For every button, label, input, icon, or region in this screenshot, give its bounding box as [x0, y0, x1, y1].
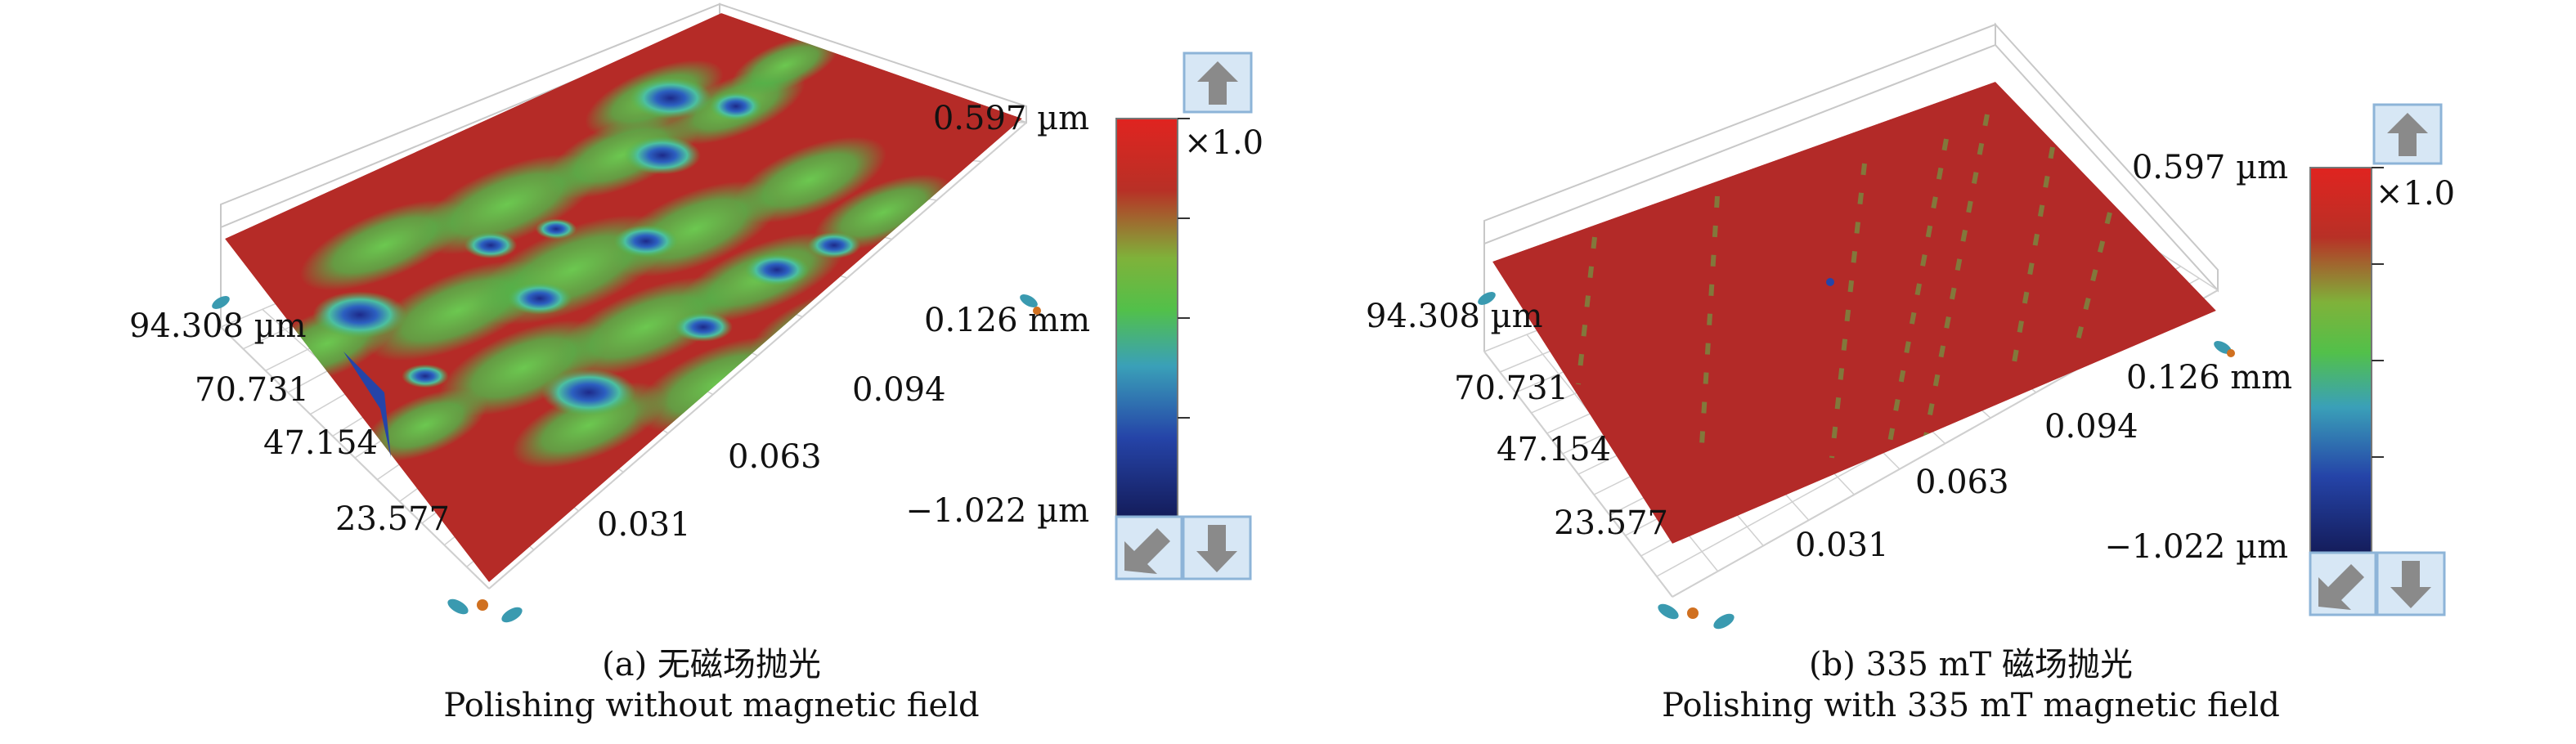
panel-a: 94.308 µm 70.731 47.154 23.577 0.031 0.0… — [129, 2, 1263, 625]
surface-map — [1492, 82, 2216, 544]
y-tick-label: 70.731 — [1454, 370, 1568, 407]
caption-subtitle: Polishing without magnetic field — [443, 687, 980, 724]
caption-subtitle: Polishing with 335 mT magnetic field — [1662, 687, 2280, 724]
y-tick-label: 94.308 µm — [129, 307, 307, 345]
scale-reset-button[interactable] — [1115, 515, 1183, 580]
x-tick-label: 0.063 — [728, 438, 822, 476]
y-tick-label: 23.577 — [335, 500, 450, 538]
arrow-diagonal-icon — [1124, 528, 1170, 574]
caption-title: (b) 335 mT 磁场抛光 — [1809, 646, 2133, 683]
color-scale: 0.597 µm −1.022 µm ×1.0 — [905, 100, 1263, 530]
surface-edge — [343, 352, 391, 458]
y-tick-label: 94.308 µm — [1366, 298, 1543, 335]
orientation-gizmo-icon[interactable] — [1018, 292, 1041, 315]
x-tick-label: 0.094 — [852, 371, 946, 409]
surface-map — [225, 13, 1022, 582]
y-tick-label: 47.154 — [263, 424, 378, 462]
arrow-up-icon — [2387, 113, 2428, 156]
panel-b: 94.308 µm 70.731 47.154 23.577 0.031 0.0… — [1366, 22, 2455, 632]
scale-max-label: 0.597 µm — [933, 100, 1089, 137]
y-tick-label: 70.731 — [195, 371, 309, 409]
x-tick-label: 0.126 mm — [924, 302, 1090, 339]
x-tick-label: 0.126 mm — [2126, 359, 2292, 397]
orientation-gizmo-icon[interactable] — [2212, 338, 2235, 357]
scale-up-button[interactable] — [1183, 52, 1253, 114]
x-tick-label: 0.063 — [1915, 464, 2009, 501]
scale-down-button[interactable] — [2376, 551, 2446, 616]
x-axis: 0.031 0.063 0.094 0.126 mm — [1795, 359, 2292, 564]
y-tick-label: 23.577 — [1554, 504, 1668, 542]
caption-b: (b) 335 mT 磁场抛光 Polishing with 335 mT ma… — [1603, 644, 2339, 726]
x-axis: 0.031 0.063 0.094 0.126 mm — [597, 302, 1090, 544]
scale-min-label: −1.022 µm — [905, 492, 1089, 530]
magnification-label: ×1.0 — [1184, 124, 1263, 162]
x-tick-label: 0.031 — [1795, 527, 1889, 564]
caption-title: (a) 无磁场抛光 — [602, 646, 821, 683]
arrow-down-icon — [1196, 525, 1237, 572]
x-tick-label: 0.031 — [597, 506, 691, 544]
y-axis: 94.308 µm 70.731 47.154 23.577 — [129, 307, 450, 538]
scale-down-button[interactable] — [1182, 515, 1252, 580]
arrow-down-icon — [2390, 561, 2431, 608]
scale-up-button[interactable] — [2372, 103, 2443, 165]
scale-min-label: −1.022 µm — [2104, 528, 2288, 566]
orientation-gizmo-icon[interactable] — [1655, 601, 1736, 632]
scale-max-label: 0.597 µm — [2132, 149, 2288, 186]
orientation-gizmo-icon[interactable] — [1476, 289, 1498, 307]
arrow-up-icon — [1197, 61, 1238, 105]
magnification-label: ×1.0 — [2376, 175, 2455, 213]
caption-a: (a) 无磁场抛光 Polishing without magnetic fie… — [343, 644, 1079, 726]
color-scale: 0.597 µm −1.022 µm ×1.0 — [2104, 149, 2455, 566]
orientation-gizmo-icon[interactable] — [445, 596, 524, 625]
orientation-gizmo-icon[interactable] — [210, 294, 232, 311]
y-tick-label: 47.154 — [1497, 431, 1611, 468]
arrow-diagonal-icon — [2318, 564, 2364, 610]
x-tick-label: 0.094 — [2044, 408, 2138, 446]
y-axis: 94.308 µm 70.731 47.154 23.577 — [1366, 298, 1668, 542]
scale-reset-button[interactable] — [2309, 551, 2377, 616]
